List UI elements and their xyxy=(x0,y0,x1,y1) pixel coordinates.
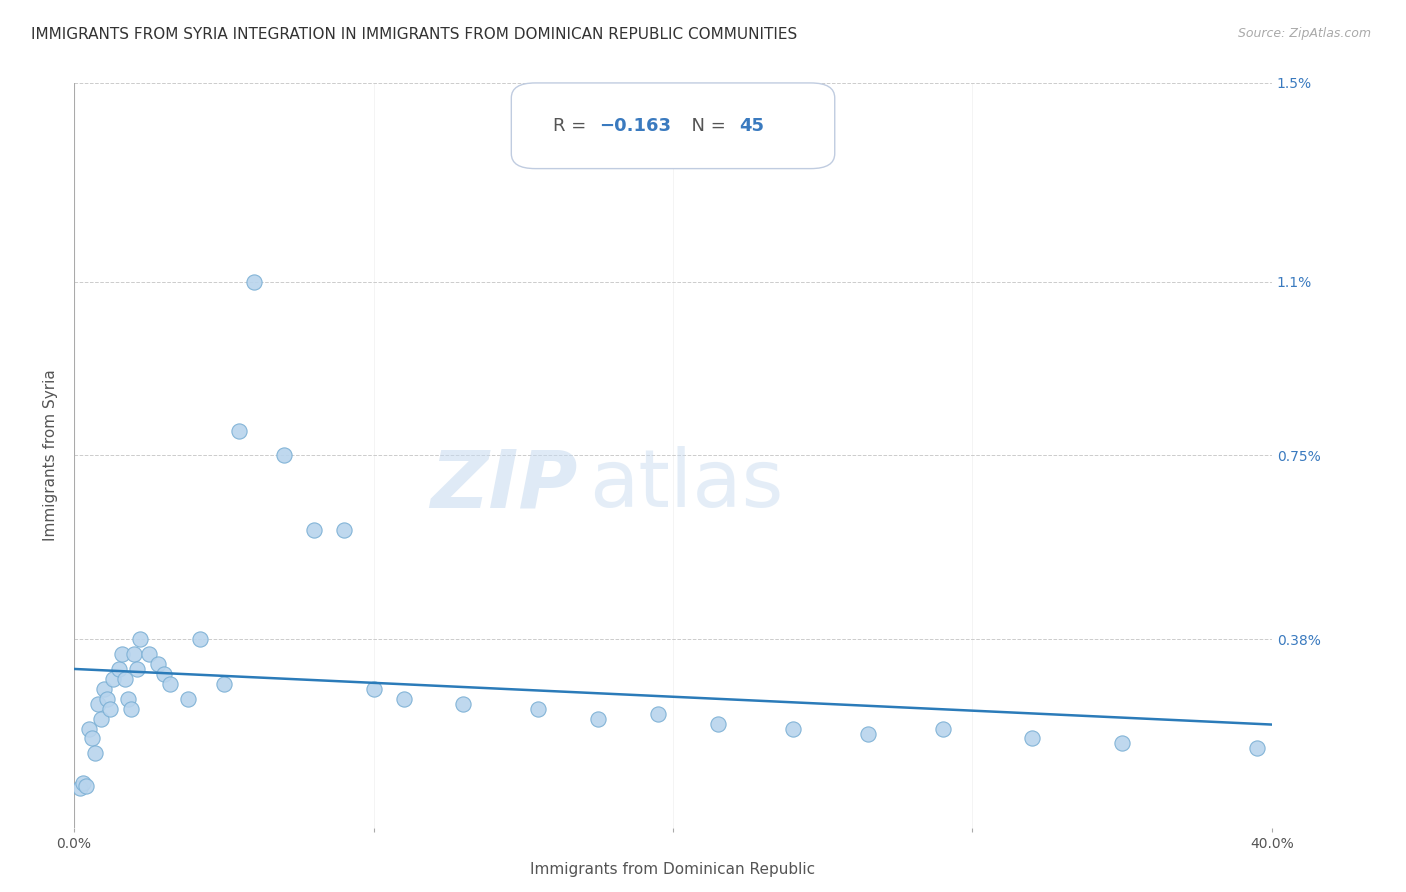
Point xyxy=(69,781,91,796)
Point xyxy=(302,523,325,537)
FancyBboxPatch shape xyxy=(512,83,835,169)
Text: N =: N = xyxy=(681,117,731,136)
Point xyxy=(273,449,295,463)
Point xyxy=(527,701,550,715)
Point xyxy=(77,722,100,736)
Point xyxy=(228,424,250,438)
Point xyxy=(647,706,669,721)
Point xyxy=(159,677,181,691)
Point xyxy=(114,672,136,686)
Point xyxy=(363,681,385,696)
Point xyxy=(177,691,200,706)
Point xyxy=(122,647,145,661)
Point xyxy=(153,667,176,681)
Point xyxy=(129,632,152,647)
Text: R =: R = xyxy=(553,117,592,136)
Point xyxy=(146,657,169,671)
Text: 45: 45 xyxy=(740,117,763,136)
Point xyxy=(138,647,160,661)
Point xyxy=(80,731,103,746)
Point xyxy=(96,691,118,706)
Point xyxy=(90,712,112,726)
Point xyxy=(117,691,139,706)
Text: IMMIGRANTS FROM SYRIA INTEGRATION IN IMMIGRANTS FROM DOMINICAN REPUBLIC COMMUNIT: IMMIGRANTS FROM SYRIA INTEGRATION IN IMM… xyxy=(31,27,797,42)
Point xyxy=(212,677,235,691)
Text: atlas: atlas xyxy=(589,446,783,524)
Point xyxy=(586,712,609,726)
Point xyxy=(188,632,211,647)
Point xyxy=(1111,736,1133,750)
Point xyxy=(782,722,804,736)
Point xyxy=(101,672,124,686)
Text: ZIP: ZIP xyxy=(430,446,578,524)
Point xyxy=(453,697,475,711)
Point xyxy=(111,647,134,661)
X-axis label: Immigrants from Dominican Republic: Immigrants from Dominican Republic xyxy=(530,862,815,877)
Point xyxy=(392,691,415,706)
Point xyxy=(72,776,94,790)
Text: Source: ZipAtlas.com: Source: ZipAtlas.com xyxy=(1237,27,1371,40)
Point xyxy=(931,722,953,736)
Point xyxy=(120,701,142,715)
Point xyxy=(856,726,879,740)
Point xyxy=(75,779,97,793)
Point xyxy=(332,523,354,537)
Point xyxy=(108,662,131,676)
Point xyxy=(707,716,730,731)
Point xyxy=(1246,741,1268,756)
Y-axis label: Immigrants from Syria: Immigrants from Syria xyxy=(44,369,58,541)
Point xyxy=(125,662,148,676)
Text: −0.163: −0.163 xyxy=(599,117,671,136)
Point xyxy=(84,747,107,761)
Point xyxy=(93,681,115,696)
Point xyxy=(87,697,110,711)
Point xyxy=(98,701,121,715)
Point xyxy=(1021,731,1043,746)
Point xyxy=(242,275,264,289)
